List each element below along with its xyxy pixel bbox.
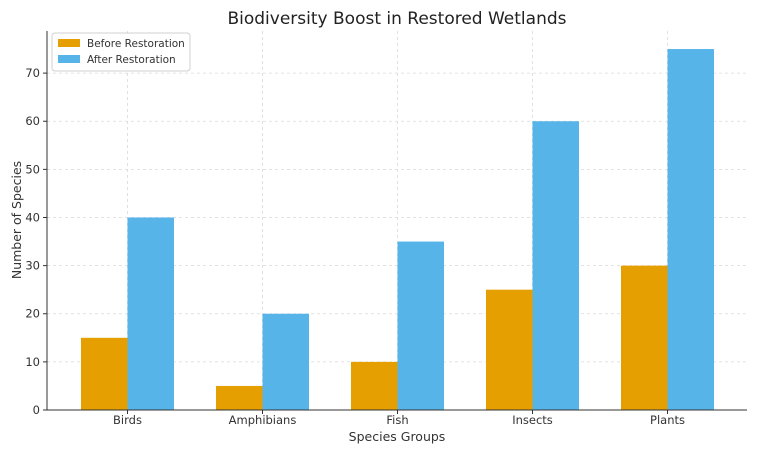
- y-tick-label: 20: [25, 307, 40, 321]
- x-tick-label: Plants: [650, 413, 685, 427]
- before-restoration-bar: [621, 265, 668, 410]
- x-tick-label: Birds: [113, 413, 142, 427]
- bars-layer: [81, 49, 714, 411]
- before-restoration-bar: [216, 385, 263, 410]
- after-restoration-bar: [127, 217, 174, 410]
- after-restoration-bar: [262, 313, 309, 410]
- before-restoration-bar: [486, 289, 533, 410]
- before-restoration-bar: [351, 361, 398, 410]
- ticks-layer: 0 10 20 30 40 50 60 70 Birds Amphibians Fish Insect…: [25, 66, 685, 427]
- y-axis-label: Number of Species: [9, 161, 24, 279]
- after-restoration-bar: [397, 241, 444, 410]
- legend-swatch: [58, 55, 80, 63]
- legend-swatch: [58, 39, 80, 47]
- legend-box: [51, 32, 191, 72]
- x-tick-label: Amphibians: [229, 413, 297, 427]
- y-tick-label: 40: [25, 210, 40, 224]
- y-tick-label: 50: [25, 162, 40, 176]
- y-tick-label: 30: [25, 259, 40, 273]
- legend: Before Restoration After Restoration: [51, 32, 191, 72]
- after-restoration-bar: [667, 49, 714, 411]
- y-tick-label: 10: [25, 355, 40, 369]
- y-tick-label: 0: [33, 403, 40, 417]
- chart-title: Biodiversity Boost in Restored Wetlands: [227, 9, 566, 29]
- y-tick-label: 60: [25, 114, 40, 128]
- x-axis-label: Species Groups: [349, 429, 446, 444]
- after-restoration-bar: [532, 121, 579, 410]
- legend-entry-label: After Restoration: [87, 54, 176, 66]
- x-tick-label: Insects: [512, 413, 553, 427]
- y-tick-label: 70: [25, 66, 40, 80]
- legend-entry-label: Before Restoration: [87, 38, 185, 50]
- x-tick-label: Fish: [386, 413, 408, 427]
- before-restoration-bar: [81, 337, 128, 410]
